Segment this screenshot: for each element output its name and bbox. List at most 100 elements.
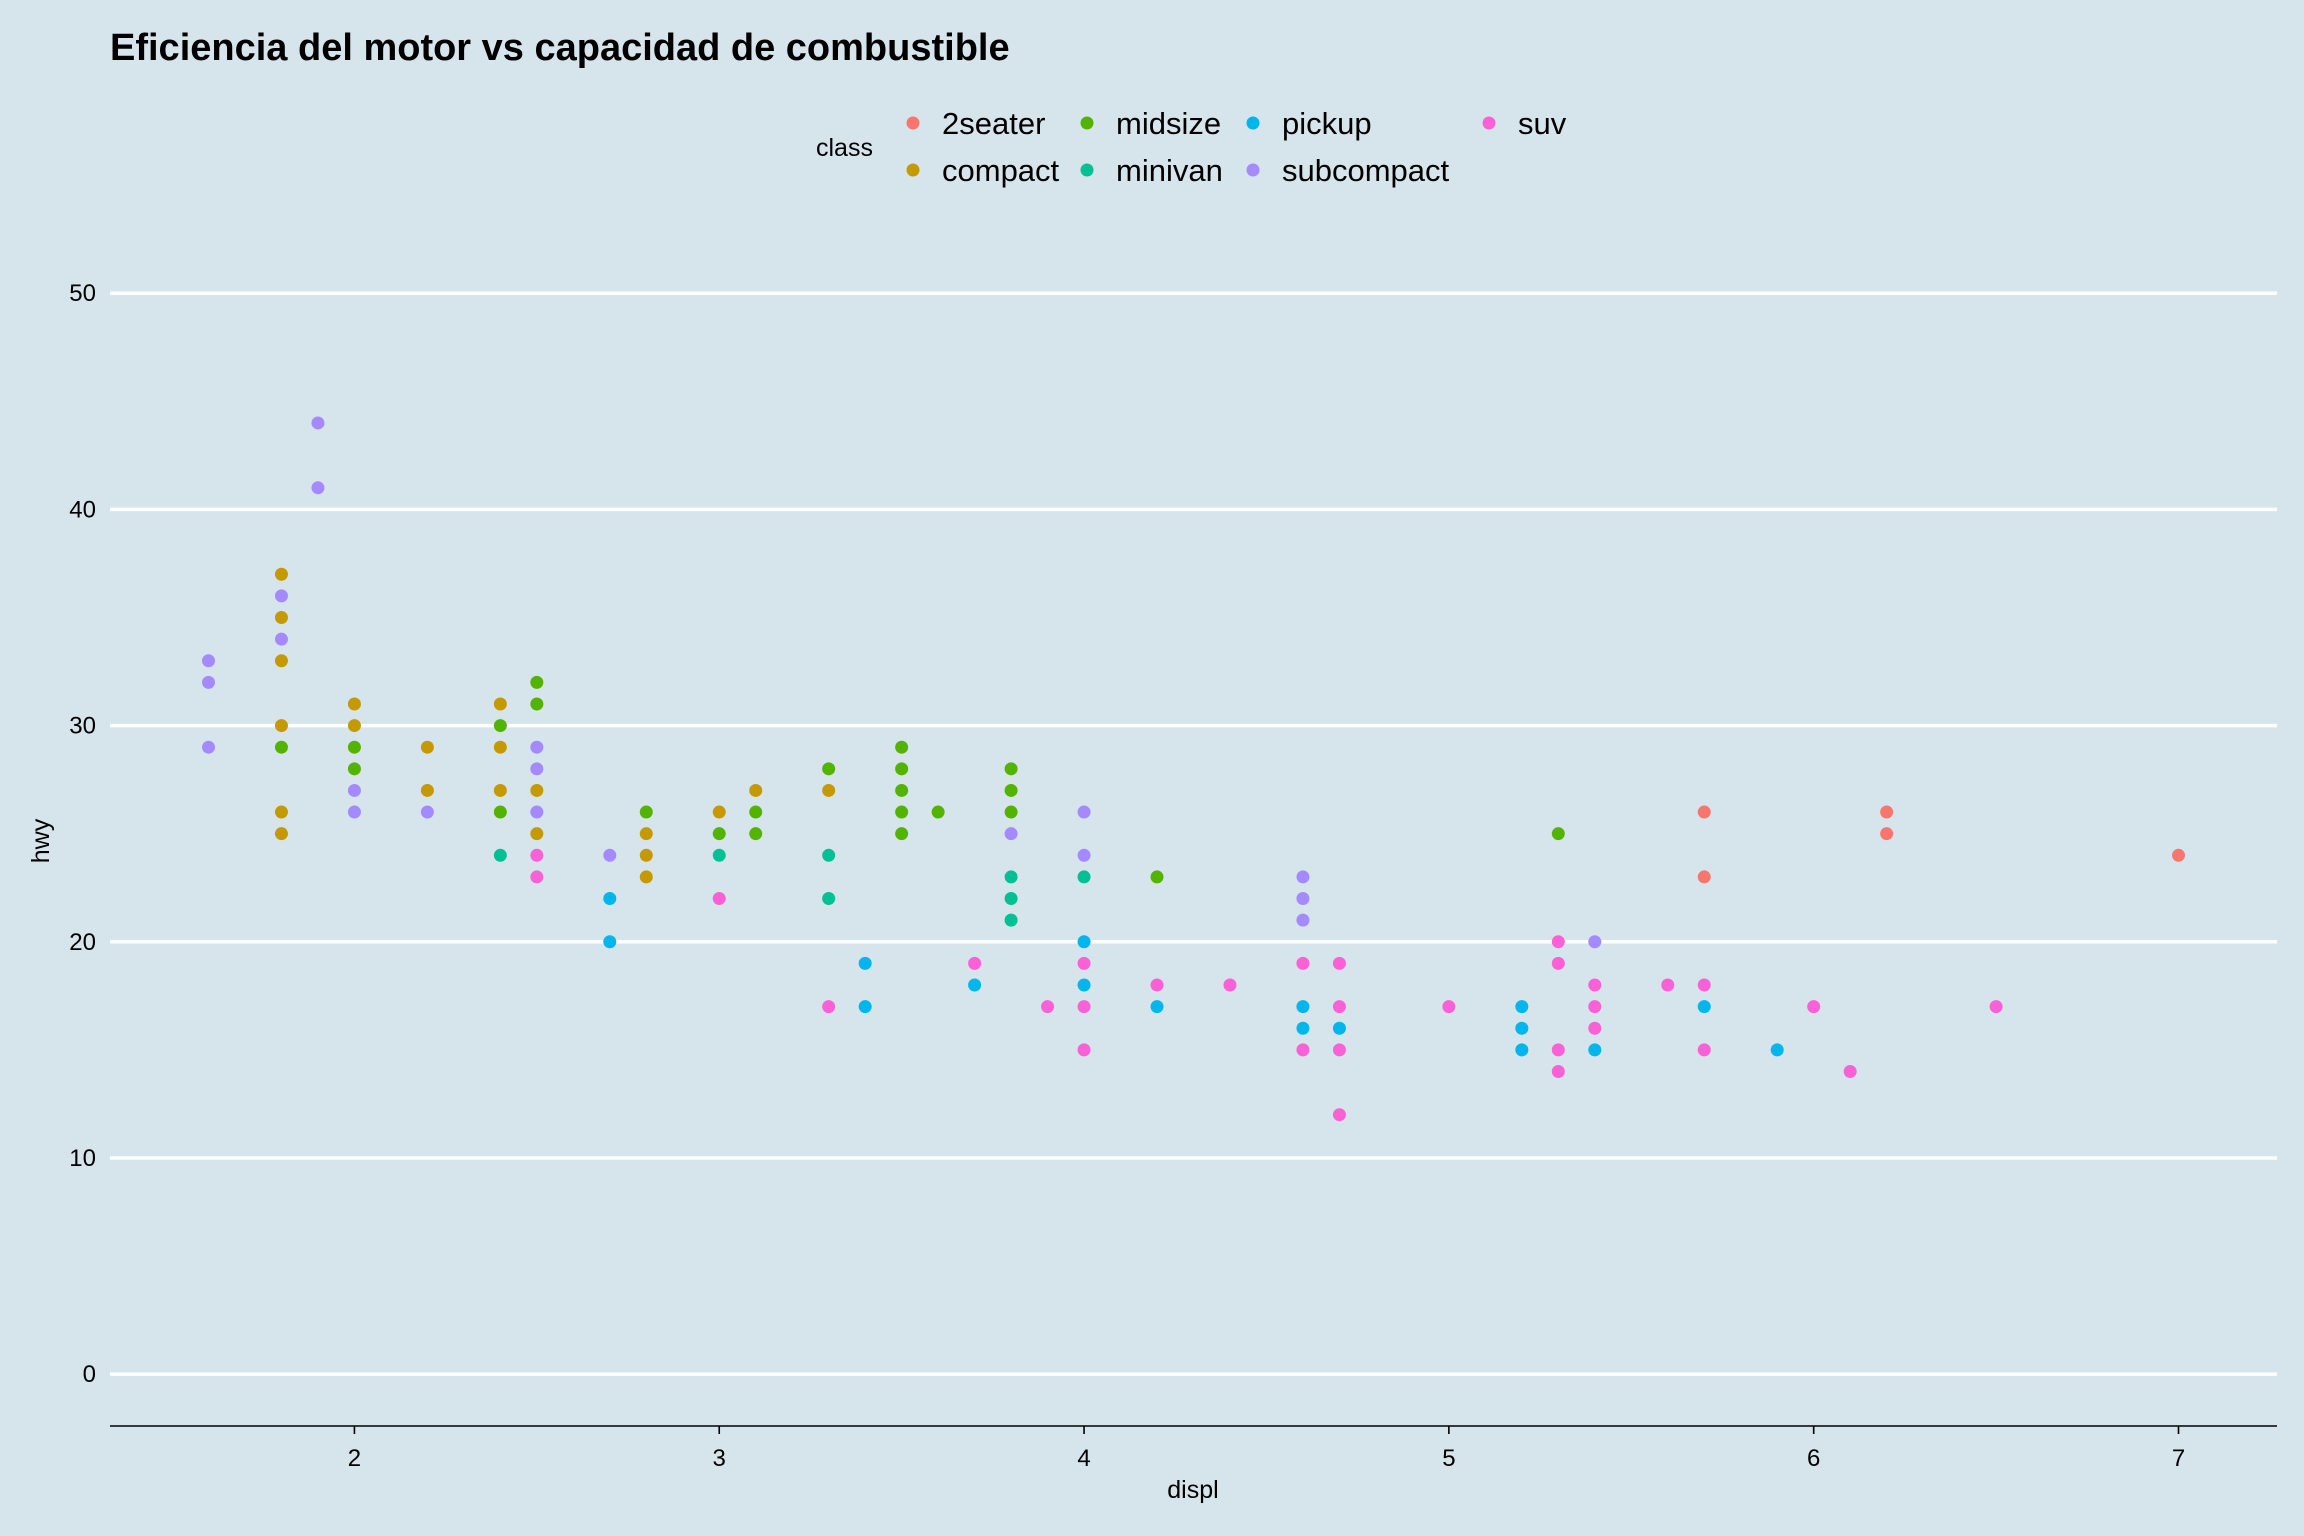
data-point-midsize (895, 762, 909, 776)
data-point-compact (639, 848, 653, 862)
data-point-suv (822, 1000, 836, 1014)
data-point-subcompact (1296, 870, 1310, 884)
data-point-suv (1332, 1000, 1346, 1014)
data-point-midsize (530, 697, 544, 711)
data-point-suv (1332, 1108, 1346, 1122)
data-point-suv (1588, 978, 1602, 992)
x-tick-label: 5 (1442, 1445, 1455, 1472)
data-point-compact (274, 654, 288, 668)
data-point-suv (1332, 956, 1346, 970)
x-tick-label: 7 (2172, 1445, 2185, 1472)
data-point-compact (493, 740, 507, 754)
data-point-suv (1551, 1064, 1565, 1078)
data-point-midsize (895, 805, 909, 819)
data-point-midsize (749, 827, 763, 841)
data-point-minivan (493, 848, 507, 862)
data-point-subcompact (1588, 935, 1602, 949)
data-point-compact (274, 611, 288, 624)
data-point-midsize (493, 719, 507, 733)
data-point-compact (712, 805, 726, 819)
y-axis-ticks: 0 10 20 30 40 50 (69, 280, 96, 1388)
data-point-suv (1296, 1043, 1310, 1057)
data-point-suv (1697, 1043, 1711, 1057)
data-point-minivan (1004, 870, 1018, 884)
data-point-midsize (1551, 827, 1565, 841)
data-point-pickup (1770, 1043, 1784, 1057)
data-point-suv (1697, 978, 1711, 992)
data-point-midsize (347, 762, 361, 776)
y-tick-label: 10 (69, 1145, 96, 1172)
data-point-suv (1551, 1043, 1565, 1057)
data-point-subcompact (202, 654, 215, 668)
data-point-suv (1989, 1000, 2003, 1014)
y-tick-label: 20 (69, 929, 96, 956)
data-point-pickup (1077, 978, 1091, 992)
data-point-compact (749, 783, 763, 797)
y-tick-label: 50 (69, 280, 96, 307)
data-point-compact (420, 783, 434, 797)
x-tick-label: 3 (713, 1445, 726, 1472)
data-point-pickup (1077, 935, 1091, 949)
legend-label-suv: suv (1518, 106, 1567, 141)
data-point-suv (1077, 956, 1091, 970)
y-tick-label: 30 (69, 713, 96, 740)
data-point-suv (1807, 1000, 1821, 1014)
y-tick-label: 0 (83, 1361, 96, 1388)
data-point-suv (712, 892, 726, 906)
legend-key-suv (1482, 116, 1496, 130)
data-point-pickup (858, 956, 872, 970)
data-point-pickup (1697, 1000, 1711, 1014)
data-point-suv (1332, 1043, 1346, 1057)
data-point-pickup (858, 1000, 872, 1014)
data-point-midsize (931, 805, 945, 819)
data-point-suv (1588, 1000, 1602, 1014)
data-point-compact (822, 783, 836, 797)
legend-key-compact (906, 163, 920, 177)
data-point-suv (530, 870, 544, 884)
data-point-subcompact (1296, 913, 1310, 927)
data-point-midsize (1004, 805, 1018, 819)
data-point-minivan (1004, 892, 1018, 906)
data-point-minivan (1004, 913, 1018, 927)
data-point-compact (530, 783, 544, 797)
data-point-subcompact (603, 848, 617, 862)
legend-label-2seater: 2seater (942, 106, 1045, 141)
data-point-subcompact (311, 416, 325, 430)
data-point-pickup (1588, 1043, 1602, 1057)
data-point-midsize (895, 783, 909, 797)
data-point-midsize (749, 805, 763, 819)
data-point-midsize (822, 762, 836, 776)
data-point-midsize (493, 805, 507, 819)
data-point-subcompact (530, 740, 544, 754)
data-point-2seater (1697, 805, 1711, 819)
data-point-compact (347, 697, 361, 711)
data-point-compact (347, 719, 361, 733)
data-point-subcompact (202, 740, 215, 754)
data-point-suv (1150, 978, 1164, 992)
data-point-compact (639, 870, 653, 884)
data-point-subcompact (1296, 892, 1310, 906)
gridlines (110, 291, 2277, 1376)
data-point-2seater (1697, 870, 1711, 884)
data-point-suv (1551, 935, 1565, 949)
data-point-subcompact (347, 783, 361, 797)
legend-title: class (816, 134, 873, 162)
data-point-subcompact (530, 805, 544, 819)
legend: class 2seater compact midsize minivan pickup… (816, 106, 1567, 188)
data-point-suv (1077, 1000, 1091, 1014)
data-point-compact (493, 697, 507, 711)
legend-label-minivan: minivan (1116, 153, 1223, 188)
x-axis-ticks: 2 3 4 5 6 7 (348, 1426, 2185, 1472)
data-point-suv (1296, 956, 1310, 970)
data-point-subcompact (1077, 805, 1091, 819)
data-point-suv (1223, 978, 1237, 992)
data-point-subcompact (274, 632, 288, 646)
data-point-minivan (712, 848, 726, 862)
data-point-compact (274, 567, 288, 581)
legend-label-compact: compact (942, 153, 1060, 188)
data-point-minivan (1077, 870, 1091, 884)
data-point-midsize (347, 740, 361, 754)
data-point-compact (274, 719, 288, 733)
legend-key-subcompact (1246, 163, 1260, 177)
